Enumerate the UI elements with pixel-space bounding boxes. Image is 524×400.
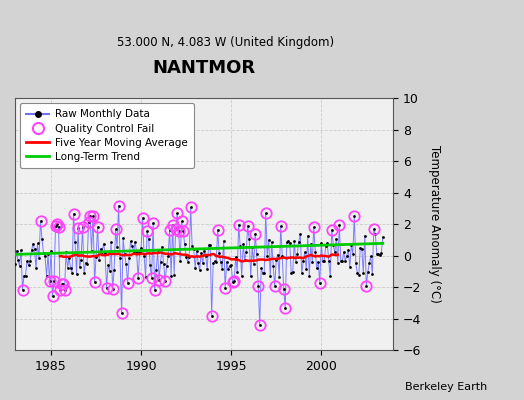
Text: 53.000 N, 4.083 W (United Kingdom): 53.000 N, 4.083 W (United Kingdom): [117, 36, 334, 49]
Title: NANTMOR: NANTMOR: [152, 59, 256, 77]
Y-axis label: Temperature Anomaly (°C): Temperature Anomaly (°C): [428, 145, 441, 303]
Legend: Raw Monthly Data, Quality Control Fail, Five Year Moving Average, Long-Term Tren: Raw Monthly Data, Quality Control Fail, …: [20, 103, 193, 168]
Text: Berkeley Earth: Berkeley Earth: [405, 382, 487, 392]
